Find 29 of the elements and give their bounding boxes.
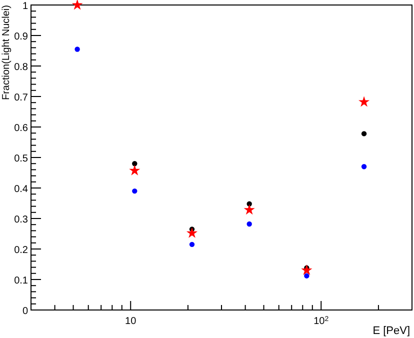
point — [132, 188, 138, 194]
y-tick-label: 0.3 — [14, 214, 28, 226]
y-tick-label: 0.2 — [14, 245, 28, 256]
y-tick-label: 0.7 — [14, 92, 28, 104]
y-tick-label: 0.6 — [14, 123, 28, 134]
x-tick-label: 10$^{2}$ — [314, 316, 329, 327]
point — [74, 46, 80, 52]
point — [301, 264, 312, 276]
point — [304, 273, 310, 278]
point — [72, 0, 83, 10]
y-tick-label: 1 — [22, 1, 28, 12]
point — [189, 242, 195, 248]
y-tick-label: 0.5 — [14, 154, 28, 164]
y-axis-title: Fraction(Light Nuclei) — [1, 5, 12, 100]
point — [361, 164, 367, 170]
point — [244, 204, 255, 215]
y-tick-label: 0.1 — [14, 276, 28, 286]
point — [186, 227, 198, 238]
point — [361, 131, 367, 136]
point — [358, 96, 370, 107]
point — [132, 161, 138, 166]
point — [129, 164, 140, 176]
x-tick-label: 10 — [125, 316, 137, 327]
y-tick-label: 0 — [22, 306, 28, 317]
point — [246, 221, 252, 227]
x-axis-title: E [PeV] — [372, 325, 410, 337]
y-tick-label: 0.8 — [14, 62, 28, 73]
y-tick-label: 0.4 — [14, 184, 28, 195]
y-tick-label: 0.9 — [14, 32, 28, 42]
